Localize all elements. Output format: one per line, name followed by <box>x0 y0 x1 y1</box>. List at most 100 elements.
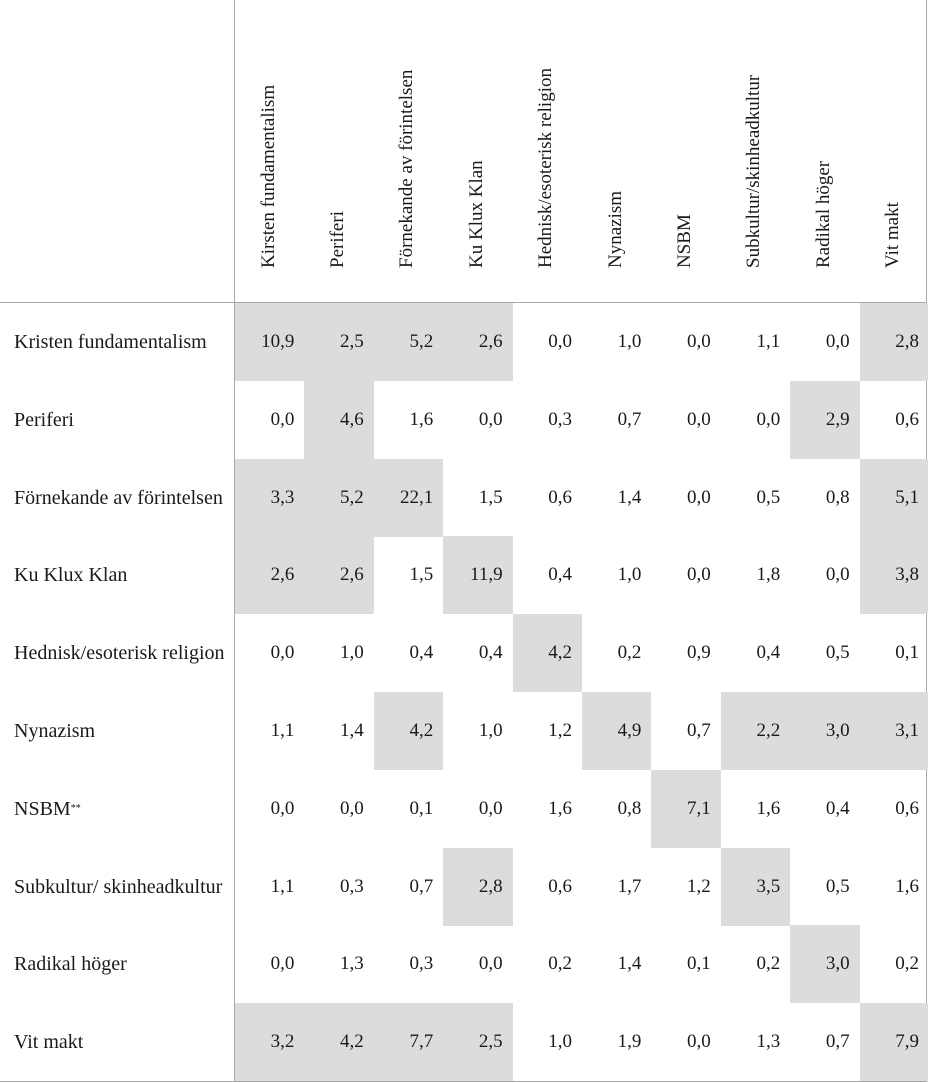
row-label: Ku Klux Klan <box>14 536 229 614</box>
table-cell: 0,2 <box>756 953 781 975</box>
row-label: Radikal höger <box>14 925 229 1003</box>
table-cell: 5,2 <box>304 458 374 537</box>
table-cell: 1,8 <box>756 564 781 586</box>
row-label-text: Ku Klux Klan <box>14 564 128 587</box>
table-cell: 2,5 <box>443 1003 513 1082</box>
row-label: Vit makt <box>14 1003 229 1081</box>
table-cell: 0,0 <box>687 564 711 586</box>
row-label-text: NSBM <box>14 797 71 820</box>
table-cell: 0,7 <box>617 408 642 430</box>
table-cell: 0,0 <box>478 953 503 975</box>
table-cell: 2,6 <box>304 536 374 615</box>
table-cell: 2,2 <box>720 692 791 770</box>
row-label: Nynazism <box>14 692 229 770</box>
table-cell: 3,8 <box>859 536 928 615</box>
row-label-text: Vit makt <box>14 1031 84 1054</box>
table-cell: 4,2 <box>304 1003 374 1082</box>
table-cell: 1,2 <box>687 875 711 897</box>
table-cell: 1,0 <box>478 720 503 741</box>
table-cell: 1,4 <box>617 486 642 508</box>
row-label: Förnekande av förintelsen <box>14 459 229 537</box>
column-header: Radikal höger <box>789 0 858 300</box>
table-cell: 1,2 <box>548 720 572 741</box>
table-cell: 0,0 <box>687 1031 711 1053</box>
row-label-text: Hednisk/esoterisk religion <box>14 642 225 665</box>
column-header: Hednisk/esoterisk religion <box>512 0 581 300</box>
column-header: Subkultur/skinheadkultur <box>720 0 789 300</box>
column-header-label: Vit makt <box>882 202 904 268</box>
table-cell: 5,2 <box>373 303 444 381</box>
table-cell: 1,6 <box>756 797 781 819</box>
table-cell: 0,0 <box>270 408 295 430</box>
table-cell: 0,7 <box>687 720 711 741</box>
table-cell: 3,3 <box>235 458 305 537</box>
table-cell: 0,8 <box>617 797 642 819</box>
column-header-label: Hednisk/esoterisk religion <box>535 68 557 268</box>
column-header-label: Ku Klux Klan <box>465 160 487 268</box>
table-cell: 1,3 <box>756 1031 781 1053</box>
table-cell: 1,4 <box>617 953 642 975</box>
table-cell: 1,1 <box>270 720 295 741</box>
column-header-label: Förnekande av förintelsen <box>396 69 418 268</box>
table-cell: 3,2 <box>235 1003 305 1082</box>
table-cell: 1,1 <box>270 875 295 897</box>
table-cell: 3,5 <box>720 847 791 926</box>
row-label: Hednisk/esoterisk religion <box>14 614 229 692</box>
table-cell: 0,3 <box>340 875 364 897</box>
table-cell: 0,4 <box>478 642 503 664</box>
table-cell: 0,0 <box>687 331 711 352</box>
table-cell: 0,0 <box>340 797 364 819</box>
table-cell: 1,6 <box>895 875 919 897</box>
table-cell: 0,0 <box>548 331 572 352</box>
header-divider <box>0 302 926 303</box>
table-cell: 2,6 <box>443 303 513 381</box>
table-cell: 0,6 <box>548 486 572 508</box>
table-cell: 1,5 <box>478 486 503 508</box>
table-cell: 3,0 <box>790 692 860 770</box>
table-cell: 0,0 <box>825 331 850 352</box>
column-header-label: Kirsten fundamentalism <box>257 84 279 268</box>
column-header-label: Nynazism <box>604 190 626 268</box>
row-label: NSBM ** <box>14 770 229 848</box>
table-cell: 7,1 <box>651 769 721 848</box>
row-label-text: Förnekande av förintelsen <box>14 486 223 509</box>
table-cell: 1,1 <box>756 331 781 352</box>
column-header: Kirsten fundamentalism <box>234 0 303 300</box>
column-header-label: Radikal höger <box>812 160 834 268</box>
table-cell: 0,7 <box>825 1031 850 1053</box>
table-cell: 3,1 <box>859 692 928 770</box>
column-header-label: Periferi <box>327 211 349 268</box>
table-cell: 1,0 <box>548 1031 572 1053</box>
table-cell: 0,0 <box>756 408 781 430</box>
table-cell: 0,0 <box>478 408 503 430</box>
table-cell: 0,9 <box>687 642 711 664</box>
table-cell: 7,7 <box>373 1003 444 1082</box>
column-divider <box>234 0 235 1082</box>
table-cell: 0,1 <box>409 797 434 819</box>
table-cell: 0,3 <box>548 408 572 430</box>
table-cell: 22,1 <box>373 458 444 537</box>
row-label-text: Periferi <box>14 408 74 431</box>
table-cell: 1,5 <box>409 564 434 586</box>
table-cell: 0,2 <box>548 953 572 975</box>
footnote-marker: ** <box>70 802 81 814</box>
table-cell: 0,1 <box>895 642 919 664</box>
table-cell: 0,1 <box>687 953 711 975</box>
table-cell: 0,0 <box>687 408 711 430</box>
table-cell: 2,8 <box>443 847 513 926</box>
table-cell: 0,0 <box>270 642 295 664</box>
table-cell: 5,1 <box>859 458 928 537</box>
table-cell: 0,7 <box>409 875 434 897</box>
column-header-label: NSBM <box>674 214 696 268</box>
table-cell: 0,0 <box>687 486 711 508</box>
row-label-text: Subkultur/ skinheadkultur <box>14 875 223 898</box>
table-bottom-border <box>0 1081 926 1082</box>
table-cell: 0,2 <box>895 953 919 975</box>
column-header: Nynazism <box>581 0 650 300</box>
row-label: Kristen fundamentalism <box>14 303 229 381</box>
row-label-text: Kristen fundamentalism <box>14 331 207 353</box>
table-cell: 0,3 <box>409 953 434 975</box>
table-cell: 0,0 <box>825 564 850 586</box>
column-header: NSBM <box>650 0 719 300</box>
table-cell: 2,5 <box>304 303 374 381</box>
